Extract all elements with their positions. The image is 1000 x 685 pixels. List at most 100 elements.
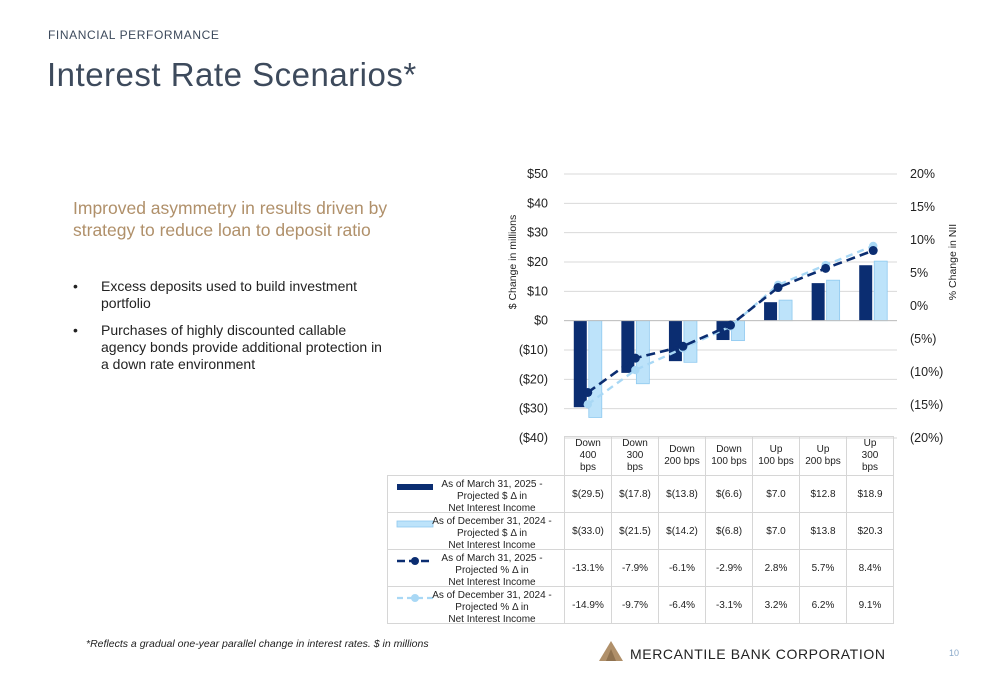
y2-tick-label: (10%) <box>910 365 943 379</box>
legend-cell: As of December 31, 2024 - Projected % Δ i… <box>387 586 565 625</box>
bar <box>778 299 793 322</box>
category-label-line: Down <box>622 438 648 449</box>
table-row: As of December 31, 2024 - Projected $ Δ i… <box>387 512 894 552</box>
legend-label-line: Net Interest Income <box>448 577 536 588</box>
table-cell: $12.8 <box>799 475 847 513</box>
y-tick-label: $50 <box>527 167 548 181</box>
category-label-line: 100 bps <box>711 456 747 467</box>
bullet-text: Purchases of highly discounted callable … <box>101 322 382 372</box>
legend-label-line: Projected $ Δ in <box>456 528 528 539</box>
legend-label-line: As of March 31, 2025 - <box>441 553 543 564</box>
category-label: Down 300 bps <box>611 436 659 476</box>
line-point <box>868 246 878 256</box>
category-label-line: Down <box>669 444 695 455</box>
table-cell: $(13.8) <box>658 475 706 513</box>
bullet-icon: • <box>73 322 78 338</box>
y2-tick-label: (15%) <box>910 398 943 412</box>
table-row: As of March 31, 2025 - Projected % Δ in Ne… <box>387 549 894 589</box>
bar <box>764 302 778 321</box>
legend-label: As of December 31, 2024 - Projected $ Δ i… <box>422 516 562 552</box>
y-axis-label: $ Change in millions <box>507 215 519 310</box>
legend-label: As of March 31, 2025 - Projected % Δ in Ne… <box>422 553 562 589</box>
y-tick-label: ($30) <box>519 402 548 416</box>
category-label-line: 300 <box>861 450 879 461</box>
legend-label-line: Projected % Δ in <box>455 602 529 613</box>
company-logo: MERCANTILE BANK CORPORATION <box>598 640 898 666</box>
legend-label: As of March 31, 2025 - Projected $ Δ in Ne… <box>422 479 562 515</box>
table-cell: 5.7% <box>799 549 847 587</box>
legend-bar-swatch <box>396 520 434 528</box>
interest-rate-chart: $50 $40 $30 $20 $10 $0 ($10) ($20) ($30) ($40) 20%… <box>507 167 959 445</box>
line-point <box>583 387 593 397</box>
y2-tick-label: 20% <box>910 167 935 181</box>
table-cell: $18.9 <box>846 475 894 513</box>
table-cell: $(14.2) <box>658 512 706 550</box>
bullet-text: Excess deposits used to build investment… <box>101 278 358 311</box>
bullet-item: • Purchases of highly discounted callabl… <box>73 322 383 373</box>
category-label-line: Down <box>716 444 742 455</box>
table-cell: $20.3 <box>846 512 894 550</box>
table-cell: 3.2% <box>752 586 800 624</box>
table-cell: -3.1% <box>705 586 753 624</box>
line-point <box>631 365 640 375</box>
page-title: Interest Rate Scenarios* <box>47 56 417 93</box>
category-label: Up 200 bps <box>799 436 847 476</box>
legend-label-line: As of December 31, 2024 - <box>432 516 552 527</box>
bar <box>635 320 650 385</box>
category-label-line: 300 <box>626 450 644 461</box>
legend-label-line: As of December 31, 2024 - <box>432 590 552 601</box>
legend-cell: As of March 31, 2025 - Projected % Δ in Ne… <box>387 549 565 589</box>
table-row: As of December 31, 2024 - Projected % Δ i… <box>387 586 894 625</box>
y-tick-label: ($10) <box>519 343 548 357</box>
data-table: Down 400 bps Down 300 bps Down 200 bps Down 100 b… <box>387 436 894 625</box>
table-cell: -6.4% <box>658 586 706 624</box>
table-row: As of March 31, 2025 - Projected $ Δ in Ne… <box>387 475 894 515</box>
category-label: Down 400 bps <box>564 436 612 476</box>
table-cell: 2.8% <box>752 549 800 587</box>
page-number: 10 <box>949 648 960 658</box>
category-label: Down 200 bps <box>658 436 706 476</box>
legend-cell: As of March 31, 2025 - Projected $ Δ in Ne… <box>387 475 565 515</box>
category-label-line: 400 <box>579 450 597 461</box>
category-label-line: bps <box>579 462 597 473</box>
category-label-line: 200 bps <box>664 456 700 467</box>
subhead: Improved asymmetry in results driven by … <box>73 198 388 240</box>
bullet-icon: • <box>73 278 78 294</box>
table-cell: -13.1% <box>564 549 612 587</box>
line-point <box>773 283 783 293</box>
y2-tick-label: 0% <box>910 299 928 313</box>
table-cell: $7.0 <box>752 475 800 513</box>
bullet-item: • Excess deposits used to build investme… <box>73 278 383 312</box>
table-cell: $(6.8) <box>705 512 753 550</box>
table-cell: -14.9% <box>564 586 612 624</box>
y2-tick-label: (20%) <box>910 431 943 445</box>
line-point <box>630 353 640 363</box>
table-corner <box>388 437 565 476</box>
y-tick-label: ($20) <box>519 372 548 386</box>
category-label-line: Down <box>575 438 601 449</box>
table-cell: 9.1% <box>846 586 894 624</box>
footnote: *Reflects a gradual one-year parallel ch… <box>86 638 429 650</box>
y-tick-label: ($40) <box>519 431 548 445</box>
legend-line-swatch <box>397 557 433 565</box>
y2-tick-label: 5% <box>910 266 928 280</box>
y-tick-label: $0 <box>534 314 548 328</box>
y-tick-label: $20 <box>527 255 548 269</box>
table-cell: -2.9% <box>705 549 753 587</box>
category-label-line: Up <box>769 444 783 455</box>
y2-tick-label: 15% <box>910 200 935 214</box>
bar <box>573 320 587 408</box>
y-tick-label: $10 <box>527 284 548 298</box>
category-label-line: Up <box>863 438 877 449</box>
company-name: MERCANTILE BANK CORPORATION <box>630 646 886 662</box>
y2-axis-label: % Change in NII <box>947 224 959 300</box>
legend-label-line: Net Interest Income <box>448 503 536 514</box>
table-cell: $(29.5) <box>564 475 612 513</box>
legend-cell: As of December 31, 2024 - Projected $ Δ i… <box>387 512 565 552</box>
legend-label-line: Projected % Δ in <box>455 565 529 576</box>
table-cell: -7.9% <box>611 549 659 587</box>
bar <box>668 320 682 362</box>
category-label: Up 300 bps <box>846 436 894 476</box>
section-kicker: FINANCIAL PERFORMANCE <box>48 28 220 42</box>
table-cell: 8.4% <box>846 549 894 587</box>
